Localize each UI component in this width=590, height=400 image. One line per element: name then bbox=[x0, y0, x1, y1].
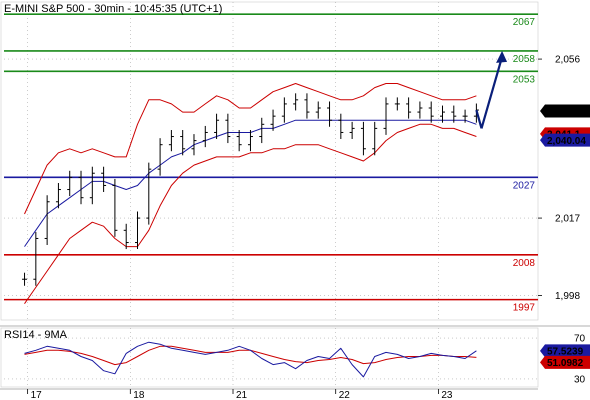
rsi-ma-tag: 51.0982 bbox=[540, 355, 590, 369]
rsi-panel-frame bbox=[0, 327, 539, 388]
level-label-2027: 2027 bbox=[513, 180, 536, 191]
rsi-title: RSI14 - 9MA bbox=[4, 329, 68, 341]
rsi-line bbox=[24, 341, 477, 378]
price-bar bbox=[180, 130, 186, 156]
current-price-tag-bg bbox=[540, 104, 590, 118]
rsi-value-tag-text: 57.5239 bbox=[547, 347, 584, 358]
price-bar bbox=[360, 121, 366, 156]
price-bar bbox=[439, 105, 445, 123]
price-bar bbox=[428, 101, 434, 123]
date-tick-label: 21 bbox=[236, 390, 248, 400]
price-bar bbox=[112, 178, 118, 237]
ma-price-tag-text: 2,040.04 bbox=[547, 136, 586, 147]
arrow-shaft bbox=[480, 56, 504, 129]
date-axis: 17 18 21 22 23 bbox=[0, 388, 538, 400]
level-label-1997: 1997 bbox=[513, 303, 536, 314]
price-bar bbox=[202, 125, 208, 148]
rsi-tick-label: 30 bbox=[574, 374, 586, 385]
date-tick-label: 22 bbox=[339, 390, 351, 400]
date-tick-label: 17 bbox=[31, 390, 43, 400]
ma-price-tag: 2,040.04 bbox=[540, 133, 590, 147]
date-tick-label: 23 bbox=[441, 390, 453, 400]
chart-title: E-MINI S&P 500 - 30min - 10:45:35 (UTC+1… bbox=[4, 3, 222, 15]
price-bar bbox=[338, 113, 344, 139]
price-bar bbox=[168, 130, 174, 152]
price-bar bbox=[406, 97, 412, 119]
price-bar bbox=[247, 130, 253, 152]
price-bar bbox=[304, 93, 310, 119]
price-bar bbox=[349, 121, 355, 139]
bollinger-upper-line bbox=[24, 83, 477, 215]
projection-arrow bbox=[475, 50, 508, 129]
price-grid bbox=[0, 1, 590, 327]
price-bar bbox=[101, 166, 107, 192]
rsi-ma-line bbox=[24, 345, 477, 366]
price-bar bbox=[293, 93, 299, 111]
price-bar bbox=[394, 97, 400, 111]
price-bar bbox=[78, 170, 84, 205]
date-tick-label: 18 bbox=[133, 390, 145, 400]
level-label-2067: 2067 bbox=[513, 17, 536, 28]
price-bar bbox=[462, 109, 468, 123]
price-bars bbox=[22, 93, 479, 286]
price-bar bbox=[259, 117, 265, 144]
price-panel-frame bbox=[0, 1, 539, 321]
price-bar bbox=[327, 101, 333, 127]
price-bar bbox=[451, 105, 457, 123]
price-tick-label: 2,017 bbox=[555, 214, 580, 225]
price-bar bbox=[191, 134, 197, 156]
price-bar bbox=[383, 97, 389, 135]
price-bar bbox=[33, 231, 39, 286]
horizontal-levels: 2067 2058 2053 2027 2008 1997 bbox=[4, 13, 538, 314]
price-bar bbox=[22, 272, 28, 286]
rsi-value-tag: 57.5239 bbox=[540, 344, 590, 358]
price-bar bbox=[417, 101, 423, 119]
price-bar bbox=[146, 162, 152, 225]
level-label-2008: 2008 bbox=[513, 258, 536, 269]
rsi-ma-tag-text: 51.0982 bbox=[547, 358, 584, 369]
price-bar bbox=[44, 195, 50, 245]
current-price-tag-text: 2,043.5 bbox=[547, 107, 581, 118]
price-bar bbox=[270, 109, 276, 131]
price-tick-label: 1,998 bbox=[555, 291, 580, 302]
level-label-2058: 2058 bbox=[513, 54, 536, 65]
rsi-tick-label: 70 bbox=[574, 334, 586, 345]
price-bar bbox=[372, 121, 378, 156]
level-label-2053: 2053 bbox=[513, 74, 536, 85]
price-tick-label: 2,056 bbox=[555, 55, 580, 66]
bollinger-bands bbox=[24, 83, 477, 304]
price-bar bbox=[236, 130, 242, 152]
price-bar bbox=[123, 223, 129, 250]
price-bar bbox=[55, 183, 61, 209]
price-bar bbox=[135, 211, 140, 250]
arrow-head bbox=[496, 50, 508, 63]
price-bar bbox=[157, 138, 163, 176]
price-bar bbox=[281, 97, 287, 123]
price-bar bbox=[67, 170, 73, 197]
rsi-value-tag-bg bbox=[540, 344, 590, 358]
price-bar bbox=[89, 166, 95, 205]
arrow-lead-line bbox=[475, 109, 483, 129]
price-bar bbox=[225, 113, 231, 144]
bollinger-lower-line bbox=[24, 123, 477, 304]
price-bar bbox=[214, 113, 220, 139]
price-bar bbox=[315, 101, 321, 119]
rsi-ma-tag-bg bbox=[540, 355, 590, 369]
current-price-tag: 2,043.5 bbox=[540, 104, 590, 118]
ma-price-tag-bg bbox=[540, 133, 590, 147]
